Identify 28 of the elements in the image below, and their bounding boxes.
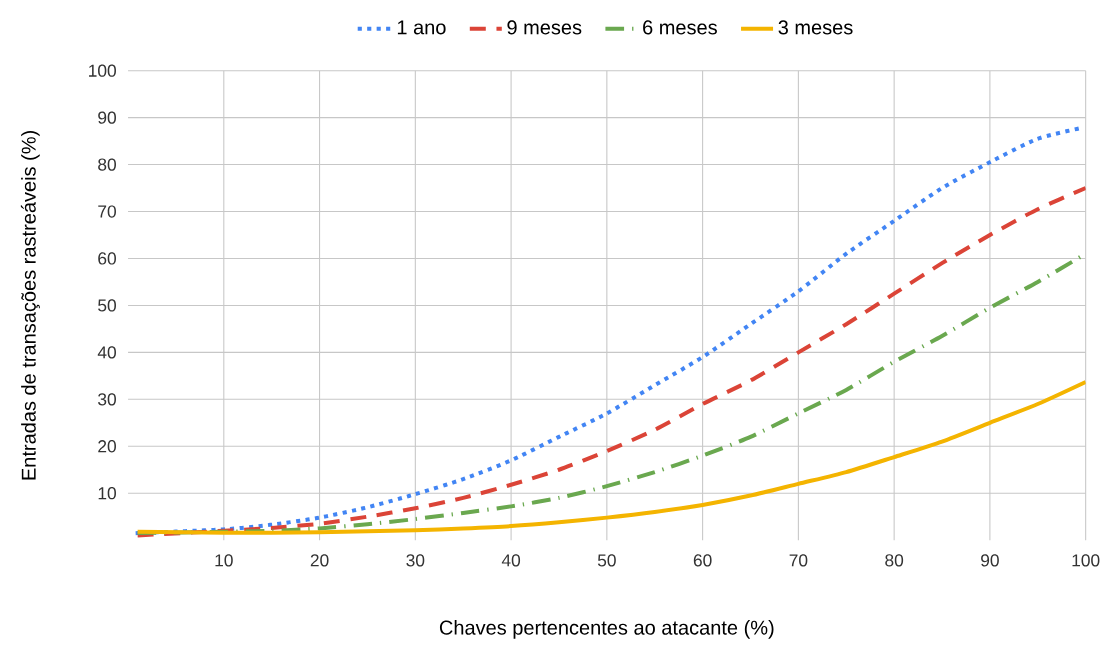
x-tick-label: 70 bbox=[789, 554, 808, 567]
y-tick-label: 50 bbox=[98, 299, 116, 312]
x-tick-label: 20 bbox=[310, 554, 329, 567]
x-tick-label: 60 bbox=[693, 554, 712, 567]
legend-label: 9 meses bbox=[507, 20, 582, 35]
y-tick-label: 100 bbox=[89, 64, 116, 77]
y-tick-label: 40 bbox=[97, 346, 116, 359]
x-tick-label: 40 bbox=[501, 554, 521, 567]
y-axis-title: Entradas de transações rastreáveis (%) bbox=[20, 131, 40, 480]
line-series bbox=[135, 186, 1086, 538]
x-tick-label: 30 bbox=[406, 554, 425, 567]
x-tick-label: 80 bbox=[885, 554, 904, 567]
legend-label: 6 meses bbox=[643, 20, 717, 35]
y-tick-label: 90 bbox=[98, 111, 116, 124]
y-tick-label: 70 bbox=[98, 205, 116, 218]
y-tick-label: 60 bbox=[98, 252, 116, 265]
x-tick-label: 10 bbox=[215, 554, 233, 567]
y-tick-label: 20 bbox=[98, 440, 116, 453]
legend-label: 3 meses bbox=[778, 20, 853, 35]
line-series bbox=[135, 380, 1086, 535]
x-axis-title: Chaves pertencentes ao atacante (%) bbox=[439, 620, 774, 639]
y-tick-label: 30 bbox=[98, 393, 116, 406]
legend-label: 1 ano bbox=[397, 20, 446, 35]
x-tick-label: 50 bbox=[597, 554, 616, 567]
x-tick-label: 90 bbox=[981, 554, 999, 567]
y-tick-label: 80 bbox=[98, 158, 116, 171]
y-tick-label: 10 bbox=[98, 487, 116, 500]
x-tick-label: 100 bbox=[1072, 554, 1100, 567]
